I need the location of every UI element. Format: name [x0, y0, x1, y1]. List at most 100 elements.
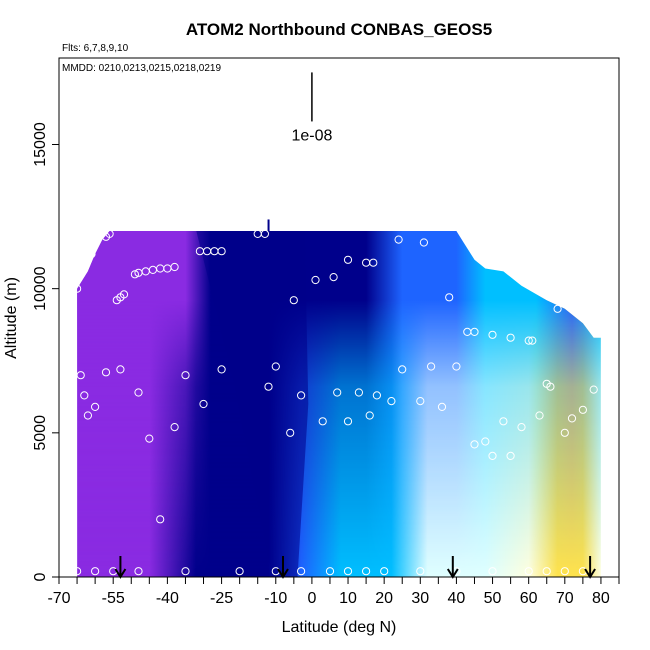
flight-point	[156, 515, 165, 524]
x-tick-label: 60	[520, 590, 538, 607]
plot-frame	[58, 57, 620, 578]
flight-point	[116, 365, 125, 374]
x-axis-label: Latitude (deg N)	[282, 619, 397, 636]
flight-point	[546, 382, 555, 391]
x-tick-label: 80	[592, 590, 610, 607]
flight-point	[416, 397, 425, 406]
flight-point	[199, 399, 208, 409]
flight-point	[105, 229, 114, 238]
x-tick-label: -55	[102, 590, 125, 607]
flight-point	[437, 402, 447, 411]
flight-point	[470, 440, 479, 449]
flight-point	[416, 567, 425, 576]
x-tick-label: -10	[264, 590, 287, 607]
x-tick-label: -70	[47, 590, 70, 607]
x-tick-label: -25	[210, 590, 233, 607]
flight-point	[73, 567, 82, 576]
flight-point	[134, 567, 143, 576]
flight-point	[260, 229, 269, 238]
flight-point	[170, 423, 179, 432]
flight-point	[297, 391, 306, 400]
chart-title: ATOM2 Northbound CONBAS_GEOS5	[186, 20, 492, 39]
flight-point	[87, 250, 96, 259]
flight-point	[470, 327, 479, 336]
flight-point	[297, 567, 306, 576]
flight-point	[318, 417, 327, 426]
heatmap-dark-core	[196, 231, 309, 577]
flight-point	[528, 336, 537, 345]
flight-point	[76, 371, 85, 380]
flight-point	[567, 414, 577, 423]
flight-point	[134, 388, 143, 397]
flight-point	[365, 411, 374, 420]
flight-point	[101, 368, 111, 377]
flight-point	[387, 397, 396, 406]
y-tick-label: 15000	[32, 122, 49, 167]
x-tick-label: 0	[307, 590, 316, 607]
flight-point	[596, 327, 606, 336]
x-tick-label: 70	[556, 590, 574, 607]
flight-point	[517, 423, 526, 432]
flight-point	[445, 293, 454, 302]
flight-point	[130, 270, 139, 279]
flight-point	[73, 284, 82, 293]
scale-bar: 1e-08	[291, 72, 332, 144]
flight-point	[145, 434, 154, 443]
flight-point	[264, 382, 273, 391]
flight-point	[380, 567, 389, 576]
flight-point	[560, 567, 569, 576]
flight-point	[488, 451, 497, 460]
flight-point	[354, 388, 363, 397]
flight-point	[217, 247, 226, 256]
heatmap-high-altitude-layer	[77, 231, 601, 577]
flight-point	[91, 567, 100, 576]
flight-point	[181, 371, 190, 380]
dates-info: MMDD: 0210,0213,0215,0218,0219	[62, 63, 221, 74]
flight-point	[394, 235, 403, 244]
y-tick-label: 10000	[32, 266, 49, 311]
x-tick-label: 50	[484, 590, 502, 607]
flight-point	[589, 385, 598, 394]
flight-point	[311, 275, 320, 285]
flight-point	[506, 451, 515, 460]
flight-point	[362, 567, 371, 576]
flight-point	[578, 405, 588, 414]
flight-point	[235, 567, 244, 576]
flight-point	[170, 262, 179, 272]
x-tick-label: 10	[339, 590, 357, 607]
flights-info: Flts: 6,7,8,9,10	[62, 43, 129, 54]
x-tick-label: -40	[156, 590, 179, 607]
flight-point	[91, 402, 100, 411]
flight-point	[372, 391, 381, 400]
flight-point	[329, 273, 338, 282]
x-tick-label: 20	[375, 590, 393, 607]
flight-point	[289, 296, 298, 305]
x-tick-label: 30	[411, 590, 429, 607]
flight-point	[83, 411, 93, 420]
scale-bar-label: 1e-08	[291, 127, 332, 144]
flight-point	[343, 417, 353, 426]
flight-point	[343, 255, 353, 264]
flight-point	[398, 365, 407, 374]
flight-point	[333, 388, 342, 397]
flight-point	[271, 362, 280, 371]
flight-point	[419, 238, 428, 247]
flight-point	[488, 567, 497, 576]
flight-point	[488, 330, 497, 339]
flight-point	[286, 428, 295, 437]
flight-point	[524, 336, 533, 345]
y-tick-label: 5000	[32, 415, 49, 451]
flight-point	[452, 362, 461, 371]
flight-point	[343, 567, 353, 576]
x-tick-label: 40	[448, 590, 466, 607]
y-axis-label: Altitude (m)	[3, 277, 20, 359]
y-tick-label: 0	[32, 572, 49, 581]
flight-point	[369, 258, 378, 267]
flight-point	[181, 567, 190, 576]
flight-point	[524, 567, 533, 576]
flight-point	[499, 417, 508, 426]
flight-point	[80, 391, 89, 400]
flight-point	[575, 307, 584, 316]
flight-point	[481, 437, 490, 446]
